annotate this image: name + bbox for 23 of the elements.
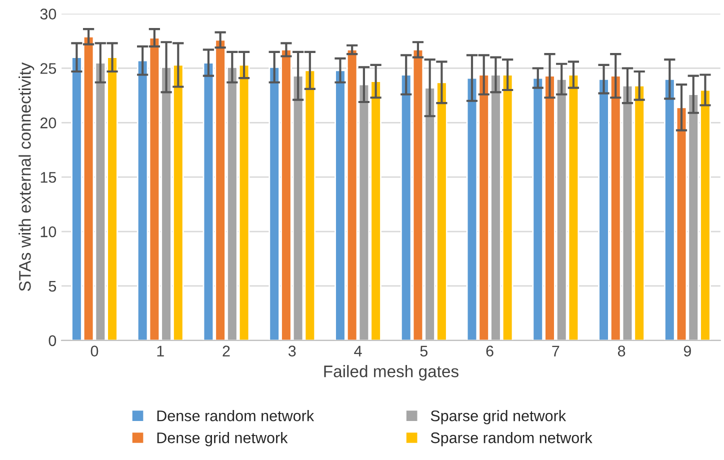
y-tick-label: 30 xyxy=(40,8,56,20)
legend-label: Sparse random network xyxy=(430,432,592,446)
y-tick-label: 15 xyxy=(40,172,56,183)
y-axis-title: STAs with external connectivity xyxy=(18,62,34,292)
y-tick-label: 20 xyxy=(40,118,56,128)
x-tick-label: 8 xyxy=(618,346,626,356)
legend-label: Sparse grid network xyxy=(430,410,566,424)
x-tick-label: 4 xyxy=(354,346,362,356)
x-tick-label: 1 xyxy=(157,346,164,356)
x-tick-label: 9 xyxy=(684,346,691,356)
x-tick-label: 2 xyxy=(222,346,230,356)
y-tick-label: 25 xyxy=(40,63,56,74)
legend-label: Dense grid network xyxy=(157,432,288,446)
x-tick-label: 6 xyxy=(486,346,494,356)
y-tick-label: 10 xyxy=(40,226,56,238)
x-tick-label: 0 xyxy=(90,346,98,356)
x-tick-label: 3 xyxy=(288,346,296,356)
x-tick-label: 5 xyxy=(420,346,428,356)
x-tick-label: 7 xyxy=(552,346,560,356)
y-tick-label: 5 xyxy=(48,280,56,292)
legend-label: Dense random network xyxy=(157,410,314,422)
x-axis-title: Failed mesh gates xyxy=(324,365,458,381)
y-tick-label: 0 xyxy=(48,335,56,346)
